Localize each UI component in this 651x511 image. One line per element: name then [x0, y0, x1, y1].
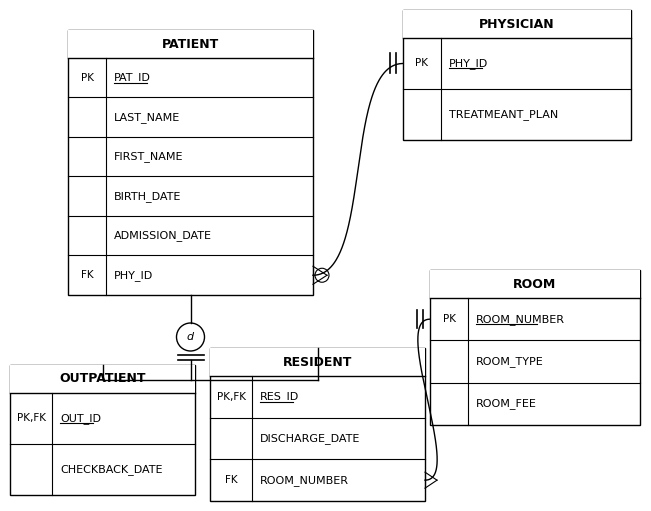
Text: PHY_ID: PHY_ID: [449, 58, 488, 69]
Text: RESIDENT: RESIDENT: [283, 356, 352, 368]
Text: TREATMEANT_PLAN: TREATMEANT_PLAN: [449, 109, 559, 120]
Text: BIRTH_DATE: BIRTH_DATE: [114, 191, 182, 202]
Text: RES_ID: RES_ID: [260, 391, 299, 402]
Text: ROOM_NUMBER: ROOM_NUMBER: [476, 314, 565, 324]
Text: FIRST_NAME: FIRST_NAME: [114, 151, 184, 162]
Bar: [403, 10, 631, 140]
Text: LAST_NAME: LAST_NAME: [114, 112, 180, 123]
Text: FK: FK: [81, 270, 93, 280]
Text: PAT_ID: PAT_ID: [114, 72, 151, 83]
Bar: [210, 348, 425, 501]
Text: ROOM: ROOM: [514, 277, 557, 290]
Text: DISCHARGE_DATE: DISCHARGE_DATE: [260, 433, 361, 444]
Text: PK,FK: PK,FK: [217, 392, 245, 402]
Text: PK: PK: [415, 58, 428, 68]
Bar: [403, 10, 631, 38]
Text: ROOM_FEE: ROOM_FEE: [476, 399, 537, 409]
Bar: [10, 365, 195, 495]
Text: ROOM_NUMBER: ROOM_NUMBER: [260, 475, 349, 485]
Text: FK: FK: [225, 475, 238, 485]
Text: PATIENT: PATIENT: [162, 37, 219, 51]
Text: OUT_ID: OUT_ID: [60, 413, 101, 424]
Bar: [210, 348, 425, 376]
Bar: [430, 270, 640, 298]
Text: PK: PK: [81, 73, 94, 83]
Text: PHY_ID: PHY_ID: [114, 270, 153, 281]
Text: PK,FK: PK,FK: [16, 413, 46, 424]
Text: ADMISSION_DATE: ADMISSION_DATE: [114, 230, 212, 241]
Text: PK: PK: [443, 314, 456, 324]
Bar: [68, 30, 313, 295]
Text: OUTPATIENT: OUTPATIENT: [59, 373, 146, 385]
Text: PHYSICIAN: PHYSICIAN: [479, 17, 555, 31]
Bar: [430, 270, 640, 425]
Text: d: d: [187, 332, 194, 342]
Bar: [10, 365, 195, 393]
Text: ROOM_TYPE: ROOM_TYPE: [476, 356, 544, 367]
Bar: [68, 30, 313, 58]
Text: CHECKBACK_DATE: CHECKBACK_DATE: [60, 464, 163, 475]
